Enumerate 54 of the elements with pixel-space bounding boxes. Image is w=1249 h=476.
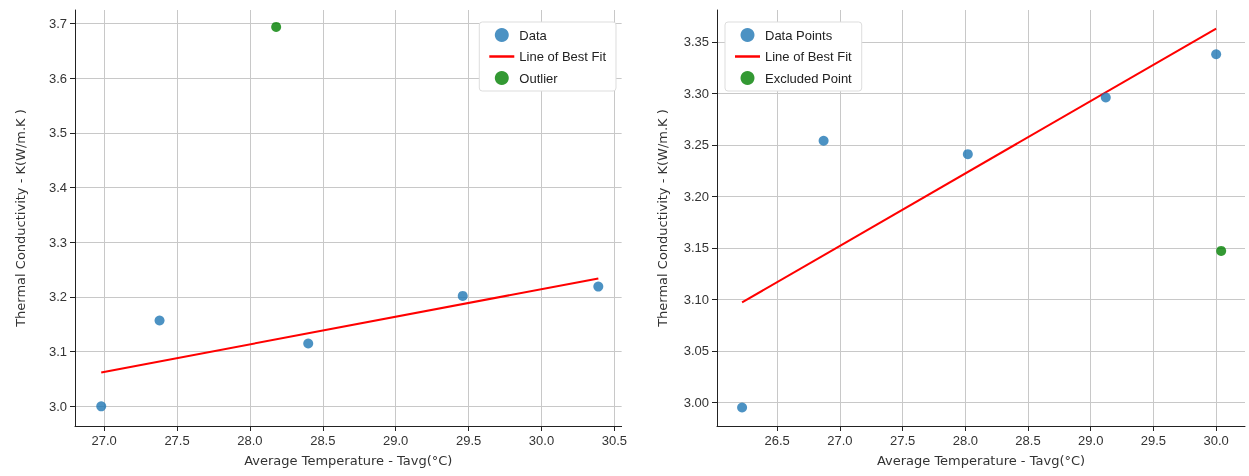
y-tick-label: 3.6: [48, 70, 67, 86]
y-tick-label: 3.25: [683, 137, 709, 153]
x-tick-label: 28.5: [1015, 433, 1041, 448]
x-tick-label: 26.5: [764, 433, 790, 448]
point: [271, 21, 282, 32]
point: [1211, 49, 1222, 60]
y-axis-title: Thermal Conductivity - K(W/m.K ): [13, 109, 28, 328]
legend-label: Line of Best Fit: [519, 49, 607, 64]
y-tick-label: 3.00: [683, 394, 709, 410]
y-tick-label: 3.2: [48, 289, 67, 305]
point: [303, 338, 314, 349]
point: [1100, 92, 1111, 103]
legend-label: Excluded Point: [765, 70, 853, 86]
y-tick-label: 3.10: [683, 291, 709, 307]
y-tick-label: 3.7: [48, 16, 67, 32]
x-axis-title: Average Temperature - Tavg(°C): [244, 453, 453, 468]
x-tick-label: 28.5: [310, 433, 336, 448]
legend-label: Data: [519, 27, 548, 43]
y-tick-label: 3.4: [48, 180, 67, 196]
point: [457, 290, 468, 301]
x-tick-label: 27.0: [91, 433, 117, 448]
y-tick-label: 3.15: [683, 240, 709, 256]
x-tick-label: 27.0: [827, 433, 853, 448]
y-axis-title: Thermal Conductivity - K(W/m.K ): [655, 109, 670, 328]
x-tick-label: 29.5: [1140, 433, 1167, 448]
point: [737, 402, 748, 413]
legend-label: Line of Best Fit: [765, 49, 853, 64]
x-tick-label: 30.5: [601, 433, 628, 448]
x-axis-title: Average Temperature - Tavg(°C): [876, 453, 1086, 468]
y-tick-label: 3.1: [48, 344, 67, 360]
y-tick-label: 3.35: [683, 34, 709, 50]
x-tick-label: 30.0: [1203, 433, 1229, 448]
x-tick-label: 29.5: [455, 433, 482, 448]
y-tick-label: 3.30: [683, 85, 709, 101]
x-tick-label: 29.0: [1078, 433, 1104, 448]
point: [593, 281, 604, 292]
y-tick-label: 3.5: [48, 125, 67, 141]
y-tick-label: 3.0: [48, 398, 67, 414]
x-tick-label: 29.0: [383, 433, 409, 448]
point: [818, 135, 829, 146]
x-tick-label: 28.0: [952, 433, 978, 448]
x-tick-label: 28.0: [237, 433, 263, 448]
y-tick-label: 3.3: [48, 234, 67, 250]
y-tick-label: 3.20: [683, 188, 709, 204]
x-tick-label: 27.5: [164, 433, 190, 448]
legend-label: Outlier: [519, 70, 559, 86]
point: [96, 401, 107, 412]
point: [962, 149, 973, 160]
legend-label: Data Points: [765, 27, 833, 43]
x-tick-label: 27.5: [889, 433, 916, 448]
y-tick-label: 3.05: [683, 343, 709, 359]
point: [1216, 245, 1227, 256]
point: [154, 315, 165, 326]
x-tick-label: 30.0: [528, 433, 555, 448]
